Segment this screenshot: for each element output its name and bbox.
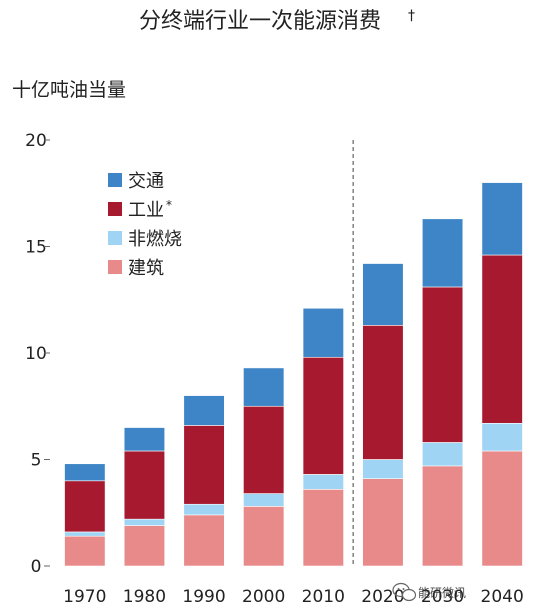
bar-segment bbox=[302, 474, 344, 490]
bar-segment bbox=[302, 356, 344, 475]
y-tick-label: 20 bbox=[25, 131, 47, 151]
y-tick-label: 5 bbox=[31, 451, 42, 471]
bar-segment bbox=[362, 459, 404, 479]
bars bbox=[64, 182, 523, 567]
bar-segment bbox=[421, 286, 464, 443]
bar-segment bbox=[362, 478, 404, 567]
bar-segment bbox=[64, 535, 106, 567]
bar-segment bbox=[243, 493, 285, 507]
bar-segment bbox=[481, 254, 523, 424]
legend-label-mark: * bbox=[166, 198, 172, 212]
chart-title: 分终端行业一次能源消费 bbox=[139, 9, 381, 34]
legend-label: 建筑 bbox=[128, 258, 164, 279]
y-tick-label: 0 bbox=[31, 557, 42, 577]
wechat-icon bbox=[392, 582, 417, 602]
legend-swatch bbox=[108, 231, 122, 245]
bar-segment bbox=[243, 506, 285, 567]
bar-segment bbox=[302, 307, 344, 358]
bar-segment bbox=[123, 518, 166, 526]
legend-swatch bbox=[108, 260, 122, 274]
bar-segment bbox=[362, 263, 404, 326]
bar-segment bbox=[183, 425, 225, 505]
bar-segment bbox=[421, 442, 464, 467]
y-axis-ticks: 0 5 10 15 20 bbox=[25, 131, 50, 577]
bar-segment bbox=[183, 395, 225, 426]
bar-segment bbox=[183, 503, 225, 516]
y-tick-label: 15 bbox=[25, 238, 47, 258]
bar-segment bbox=[123, 450, 166, 520]
x-tick-label: 2010 bbox=[302, 587, 345, 607]
x-tick-label: 2030 bbox=[421, 587, 464, 607]
bar-segment bbox=[64, 480, 106, 533]
bar-segment bbox=[64, 463, 106, 482]
x-tick-label: 1980 bbox=[123, 587, 166, 607]
bar-segment bbox=[123, 525, 166, 567]
y-tick-label: 10 bbox=[25, 344, 47, 364]
legend-label: 工业 bbox=[128, 200, 164, 221]
chart-title-mark: † bbox=[408, 8, 415, 24]
bar-segment bbox=[421, 465, 464, 567]
bar-segment bbox=[123, 427, 166, 452]
legend-label: 非燃烧 bbox=[128, 229, 182, 250]
bar-segment bbox=[183, 514, 225, 567]
bar-segment bbox=[481, 182, 523, 256]
legend-swatch bbox=[108, 173, 122, 187]
x-tick-label: 1970 bbox=[63, 587, 106, 607]
x-tick-label: 2020 bbox=[361, 587, 404, 607]
bar-segment bbox=[481, 422, 523, 452]
bar-segment bbox=[302, 489, 344, 567]
bar-segment bbox=[421, 218, 464, 288]
x-tick-label: 2000 bbox=[242, 587, 285, 607]
legend-swatch bbox=[108, 202, 122, 216]
bar-segment bbox=[243, 367, 285, 407]
x-tick-label: 1990 bbox=[182, 587, 225, 607]
legend-label: 交通 bbox=[128, 171, 164, 192]
x-tick-label: 2040 bbox=[481, 587, 524, 607]
bar-segment bbox=[481, 450, 523, 567]
bar-segment bbox=[362, 325, 404, 460]
x-axis-ticks: 1970 1980 1990 2000 2010 2020 2030 2040 bbox=[63, 587, 524, 607]
bar-segment bbox=[243, 405, 285, 494]
bar-segment bbox=[64, 531, 106, 537]
watermark-text: 能研微讯 bbox=[418, 586, 466, 600]
watermark: 能研微讯 bbox=[392, 582, 466, 602]
y-axis-label: 十亿吨油当量 bbox=[12, 79, 126, 101]
